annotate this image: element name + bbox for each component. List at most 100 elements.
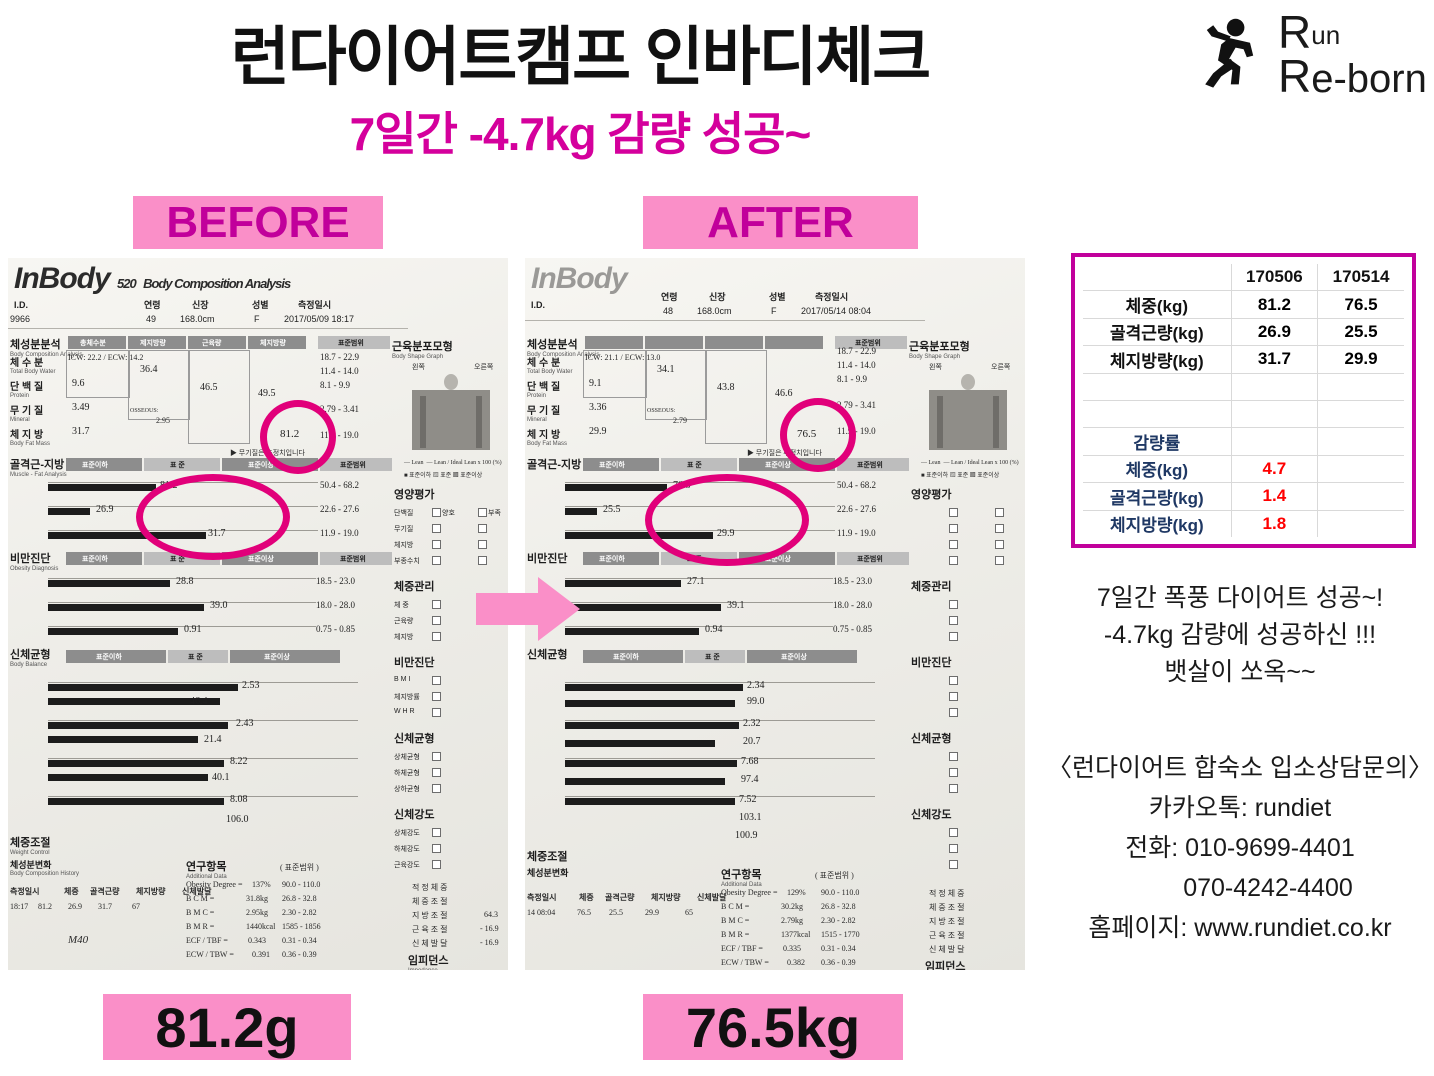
hist-v4-before: 67 [132,902,140,911]
nutri-cb0b-after[interactable] [995,508,1004,517]
seg-v1-before: 2.53 [242,680,260,691]
bb-cb1-before[interactable] [432,768,441,777]
wm-cb0-before[interactable] [432,600,441,609]
section-composition-before: 체성분분석 Body Composition Analysis [10,339,83,358]
nutri-cb3a-after[interactable] [949,556,958,565]
hist-h3-after: 체지방량 [651,893,681,902]
nutri-item0-before: 단백질 [394,510,414,517]
bs-cb1-after[interactable] [949,844,958,853]
bs-item2-before: 근육강도 [394,862,420,869]
legend-bands-after: ■ 표준이하 ▨ 표준 ▩ 표준이상 [921,473,1000,479]
bb-cb0-before[interactable] [432,752,441,761]
nutri-cb1a-before[interactable] [432,524,441,533]
additional-title-after: 연구항목 Additional Data [721,869,762,888]
bs-cb1-before[interactable] [432,844,441,853]
od-cb1-after[interactable] [949,692,958,701]
nutri-cb3b-after[interactable] [995,556,1004,565]
nutri-cb2b-after[interactable] [995,540,1004,549]
addl-k2-before: B M C = [186,908,215,917]
contact-kakao[interactable]: 카카오톡: rundiet [1148,794,1332,822]
table-spacer-row [1083,400,1404,429]
nutri-cb1b-before[interactable] [478,524,487,533]
impedance-title-after: 임피던스Impedance [925,961,966,970]
osseous-label-after: OSSEOUS: [647,408,676,414]
red1-v2 [1317,482,1404,511]
seg-v6-after: 97.4 [741,774,759,785]
wm-cb1-before[interactable] [432,616,441,625]
protein-value-after: 9.1 [589,378,602,389]
od-cb2-before[interactable] [432,708,441,717]
row0-label: 체중(kg) [1083,290,1232,319]
highlight-weight-after [780,398,856,472]
bb-cb0-after[interactable] [949,752,958,761]
table-header-row: 170506 170514 [1083,264,1404,292]
before-weight-label: 81.2g [103,994,351,1060]
nutri-cb2b-before[interactable] [478,540,487,549]
nutri-cb1a-after[interactable] [949,524,958,533]
row2-label: 체지방량(kg) [1083,345,1232,374]
nutri-cb0a-after[interactable] [949,508,958,517]
nutri-cb1b-after[interactable] [995,524,1004,533]
wm-cb0-after[interactable] [949,600,958,609]
nutri-cb2a-after[interactable] [949,540,958,549]
before-label: BEFORE [133,196,383,249]
ob-whr-after: 0.94 [705,624,723,635]
contact-website[interactable]: 홈페이지: www.rundiet.co.kr [1088,914,1392,942]
wm-cb2-before[interactable] [432,632,441,641]
nutri-cb3b-before[interactable] [478,556,487,565]
bb-cb1-after[interactable] [949,768,958,777]
range4-before: 2.79 - 3.41 [320,404,359,414]
addl-r2-before: 2.30 - 2.82 [282,908,317,917]
bb-cb2-before[interactable] [432,784,441,793]
nutri-cb3a-before[interactable] [432,556,441,565]
sheet-paper-before [8,258,508,970]
od-cb0-before[interactable] [432,676,441,685]
addl-r3-after: 1515 - 1770 [821,930,860,939]
addl-r2-after: 2.30 - 2.82 [821,916,856,925]
nutri-cb0a-before[interactable] [432,508,441,517]
red2-v2 [1318,510,1404,537]
nutri-cb0b-before[interactable] [478,508,487,517]
logo-r2: R [1278,50,1312,102]
bs-cb2-before[interactable] [432,860,441,869]
addl-k1-before: B C M = [186,894,215,903]
od-cb1-before[interactable] [432,692,441,701]
inbody-model-sub-before: Body Composition Analysis [143,276,291,291]
bs-cb0-after[interactable] [949,828,958,837]
body-shape-graph-before [400,374,500,454]
legend-bands-before: ■ 표준이하 ▨ 표준 ▩ 표준이상 [404,473,483,479]
contact-phone1[interactable]: 전화: 010-9699-4401 [1125,834,1355,862]
reduction-title-b [1231,427,1319,456]
nutri-item3-before: 부종수치 [394,558,420,565]
wc-val4-before: - 16.9 [480,938,499,947]
logo-r1: R [1278,6,1312,58]
history-title-before: 체성분변화 Body Composition History [10,860,80,877]
wm-cb1-after[interactable] [949,616,958,625]
nutri-cb2a-before[interactable] [432,540,441,549]
hdr-date2: 170514 [1317,264,1404,292]
message-line1: 7일간 폭풍 다이어트 성공~! [1096,584,1384,612]
contact-phone2[interactable]: 070-4242-4400 [1183,874,1353,902]
nutrition-title-before: 영양평가 [394,489,435,501]
inbody-brand-before: InBody 520 Body Composition Analysis [14,262,291,295]
wm-cb2-after[interactable] [949,632,958,641]
after-label: AFTER [643,196,918,249]
bs-cb2-after[interactable] [949,860,958,869]
od-cb2-after[interactable] [949,708,958,717]
after-weight-label: 76.5kg [643,994,903,1060]
row-tbw-after: 체 수 분 Total Body Water [527,358,573,375]
bb-cb2-after[interactable] [949,784,958,793]
hist-v0-before: 18:17 [10,902,29,911]
row0-v2: 76.5 [1317,290,1404,319]
nutri-opt0-before: 양호 [442,510,455,517]
wm-item1-before: 근육량 [394,618,414,625]
od-cb0-after[interactable] [949,676,958,685]
bs-cb0-before[interactable] [432,828,441,837]
highlight-muscle-fat-before [136,474,290,560]
addl-v2-before: 2.95kg [246,908,268,917]
section-obesity-after: 비만진단 [527,553,568,565]
addl-r1-after: 26.8 - 32.8 [821,902,856,911]
band-high-after: 표준이상 [765,462,791,469]
mf-range1-after: 50.4 - 68.2 [837,480,876,490]
osseous-label-before: OSSEOUS: [130,408,159,414]
